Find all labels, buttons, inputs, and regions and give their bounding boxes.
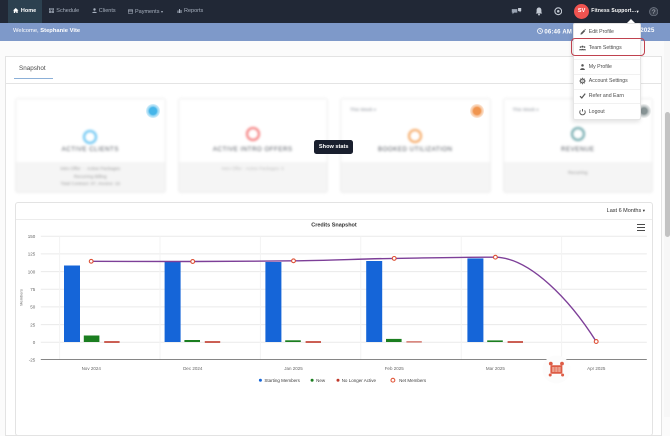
svg-text:Dec 2024: Dec 2024: [183, 366, 203, 371]
svg-text:50: 50: [30, 305, 36, 310]
svg-text:Members: Members: [19, 289, 24, 306]
svg-text:?: ?: [652, 9, 656, 16]
svg-text:Net Members: Net Members: [399, 378, 427, 383]
svg-text:-25: -25: [29, 357, 36, 362]
svg-text:150: 150: [28, 234, 36, 239]
svg-text:75: 75: [30, 287, 36, 292]
svg-text:100: 100: [28, 269, 36, 274]
svg-text:Credits Snapshot: Credits Snapshot: [311, 222, 357, 228]
svg-text:125: 125: [28, 252, 36, 257]
svg-text:Jan 2025: Jan 2025: [284, 366, 303, 371]
svg-text:25: 25: [30, 322, 36, 327]
svg-text:Mar 2025: Mar 2025: [486, 366, 506, 371]
svg-text:Nov 2024: Nov 2024: [82, 366, 102, 371]
svg-text:Starting Members: Starting Members: [264, 378, 300, 383]
svg-text:New: New: [316, 378, 326, 383]
svg-text:Apr 2025: Apr 2025: [587, 366, 606, 371]
svg-text:No Longer Active: No Longer Active: [342, 378, 377, 383]
svg-text:Feb 2025: Feb 2025: [385, 366, 405, 371]
svg-text:0: 0: [33, 340, 36, 345]
